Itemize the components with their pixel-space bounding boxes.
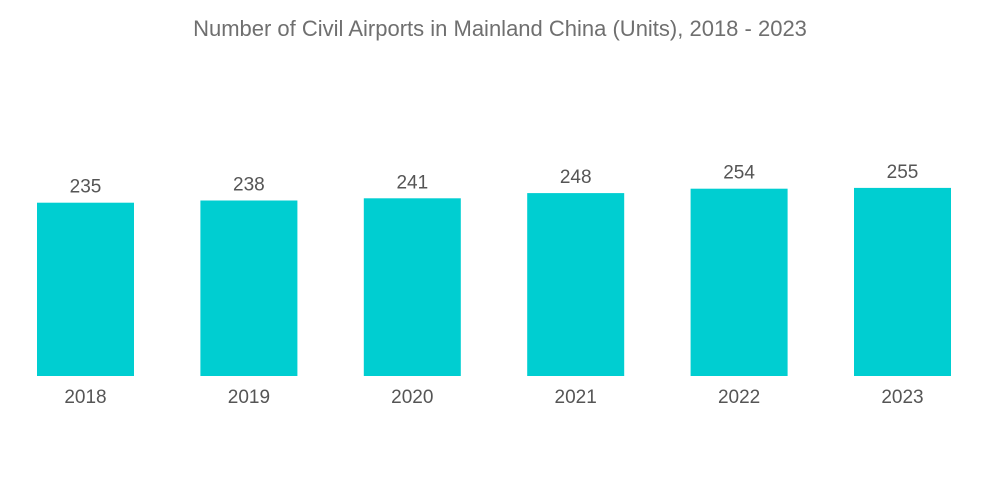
bar-2021 [527, 193, 625, 376]
value-label-2022: 254 [723, 163, 755, 184]
value-label-2023: 255 [887, 162, 919, 183]
category-label-2021: 2021 [555, 387, 597, 408]
category-label-2018: 2018 [64, 387, 106, 408]
category-label-2020: 2020 [391, 387, 433, 408]
category-label-2019: 2019 [228, 387, 270, 408]
value-labels-layer: 235 238 241 248 254 255 [70, 162, 919, 198]
bar-2018 [37, 202, 134, 376]
chart-title: Number of Civil Airports in Mainland Chi… [193, 16, 807, 41]
value-label-2019: 238 [233, 175, 265, 196]
value-label-2021: 248 [560, 167, 592, 188]
value-label-2020: 241 [396, 172, 428, 193]
bars-layer [37, 187, 951, 376]
bar-2020 [363, 198, 461, 376]
bar-2019 [200, 200, 298, 376]
category-label-2023: 2023 [881, 387, 923, 408]
category-labels-layer: 2018 2019 2020 2021 2022 2023 [64, 387, 923, 408]
bar-2022 [690, 188, 788, 376]
bar-2023 [854, 187, 951, 376]
category-label-2022: 2022 [718, 387, 760, 408]
value-label-2018: 235 [70, 177, 102, 198]
